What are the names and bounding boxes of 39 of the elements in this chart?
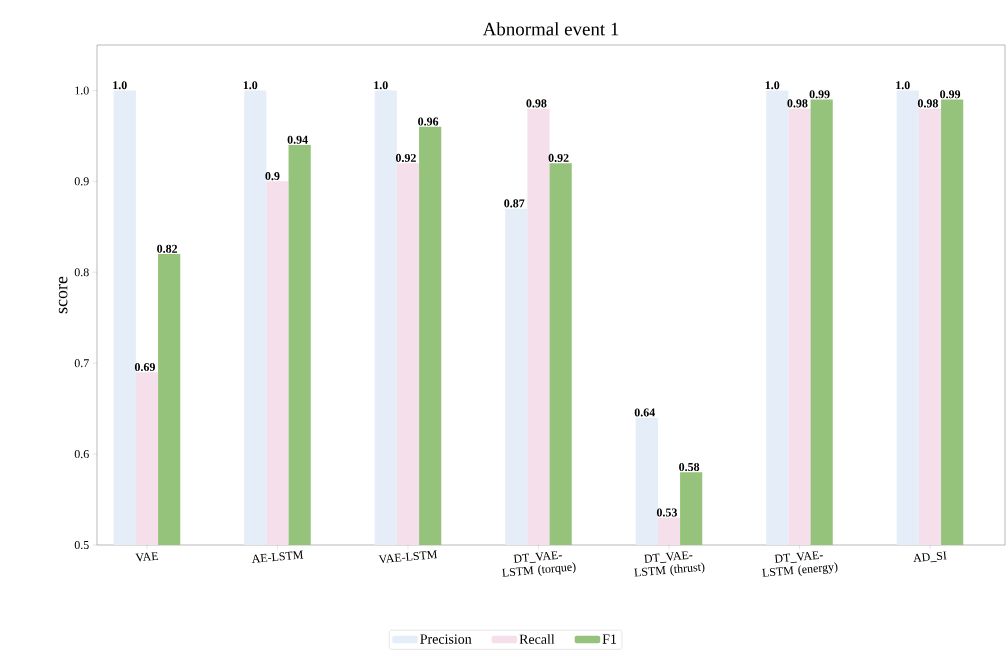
data-label: 1.0 <box>243 81 258 90</box>
x-tick-label: DT_VAE-LSTM (thrust) <box>634 551 705 577</box>
y-tick-label: 0.8 <box>74 268 89 277</box>
data-label: 0.69 <box>134 362 155 372</box>
x-tick-label: DT_VAE-LSTM (energy) <box>762 551 838 577</box>
legend-label: F1 <box>602 634 617 644</box>
y-tick-label: 0.7 <box>74 359 89 368</box>
data-label: 0.64 <box>634 408 655 417</box>
data-label: 0.99 <box>940 90 961 99</box>
data-label: 0.9 <box>265 172 280 181</box>
y-tick-label: 0.6 <box>74 450 89 459</box>
data-label: 1.0 <box>896 81 910 90</box>
data-label: 0.99 <box>809 90 830 99</box>
y-tick-label: 0.9 <box>74 177 89 186</box>
chart-title: Abnormal event 1 <box>482 22 619 36</box>
data-label: 0.58 <box>679 462 700 472</box>
y-axis-title: score <box>58 276 68 314</box>
x-tick-label: AD_SI <box>913 551 947 563</box>
data-label: 0.87 <box>504 199 525 208</box>
data-label: 0.92 <box>395 153 416 162</box>
data-label: 0.82 <box>157 244 178 253</box>
data-label: 1.0 <box>113 81 127 90</box>
data-label: 0.96 <box>418 117 439 126</box>
y-tick-label: 1.0 <box>75 86 89 95</box>
x-tick-label: AE-LSTM <box>252 550 304 563</box>
legend-label: Recall <box>519 634 555 644</box>
data-label: 1.0 <box>765 81 780 90</box>
data-label: 0.94 <box>287 135 308 144</box>
legend-label: Precision <box>420 634 472 644</box>
data-label: 1.0 <box>374 81 388 90</box>
data-label: 0.53 <box>656 508 677 517</box>
x-tick-label: DT_VAE-LSTM (torque) <box>501 551 576 577</box>
data-label: 0.98 <box>787 99 808 108</box>
data-label: 0.98 <box>526 99 547 108</box>
x-tick-label: VAE <box>135 551 159 562</box>
data-label: 0.92 <box>548 153 569 162</box>
data-label: 0.98 <box>917 99 938 108</box>
x-tick-label: VAE-LSTM <box>378 550 438 564</box>
y-tick-label: 0.5 <box>74 540 89 550</box>
